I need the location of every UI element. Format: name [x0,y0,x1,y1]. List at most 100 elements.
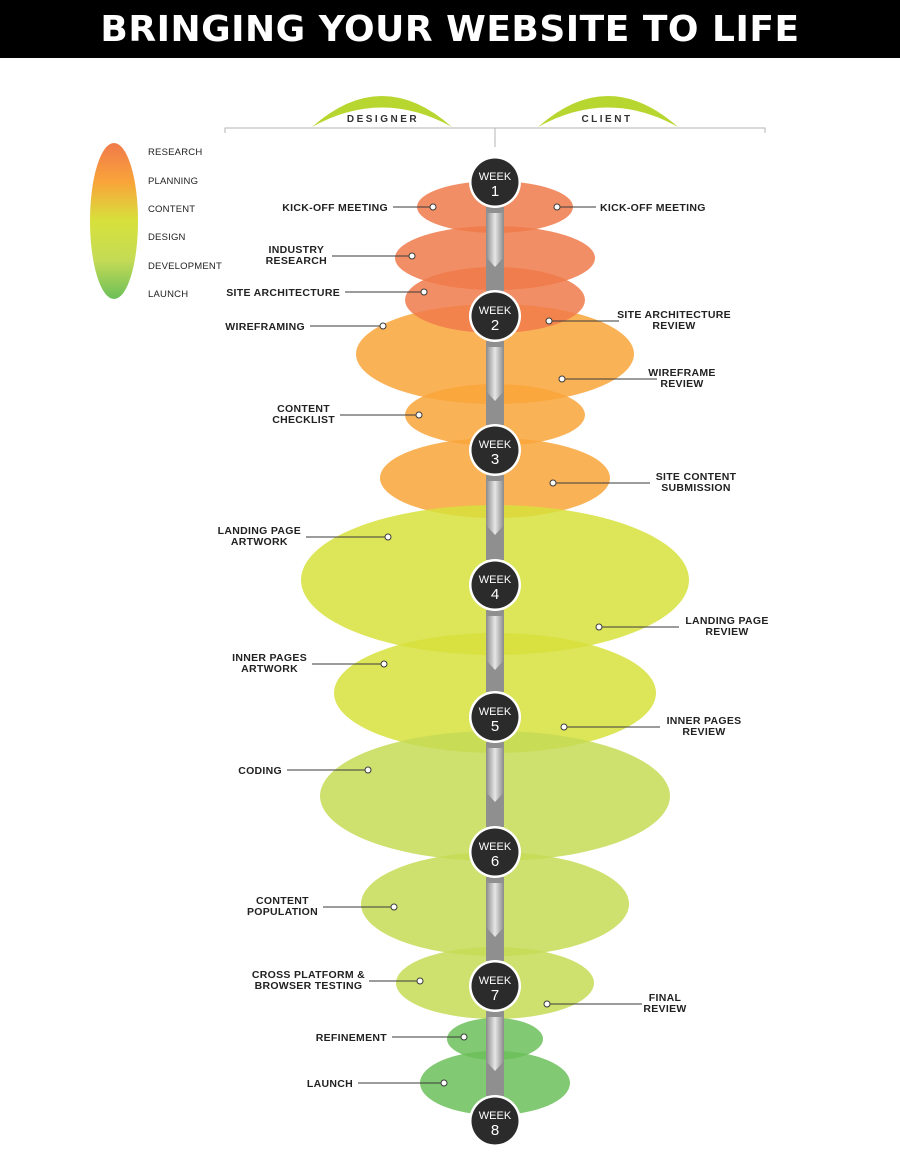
task-label-line: SUBMISSION [661,482,731,494]
leader-dot [429,203,437,211]
week-number: 2 [491,317,499,334]
week-number: 8 [491,1122,499,1139]
week-number: 6 [491,853,499,870]
task-label-line: WIREFRAME [648,367,715,379]
week-circle [471,693,519,741]
task-label-line: REFINEMENT [316,1032,388,1044]
designer-task-refinement: REFINEMENT [316,1032,388,1044]
leader-dot [553,203,561,211]
leader-dot [379,322,387,330]
week-word: WEEK [479,1110,512,1122]
week-number: 3 [491,451,499,468]
leader-dot [543,1000,551,1008]
client-task-kick-off-meeting: KICK-OFF MEETING [600,202,705,214]
leader-dot [549,479,557,487]
week-circle [471,561,519,609]
week-number: 1 [491,183,499,200]
timeline-chevron [486,1017,504,1071]
leader-dot [560,723,568,731]
task-label-line: FINAL [649,992,682,1004]
designer-task-launch: LAUNCH [307,1078,353,1090]
task-label-line: CONTENT [256,895,309,907]
timeline-chevron [486,616,504,670]
leader-dot [415,411,423,419]
leader-dot [384,533,392,541]
timeline-chevron [486,213,504,267]
leader-dot [595,623,603,631]
leader-dot [558,375,566,383]
designer-arc [312,96,452,127]
task-label-line: INDUSTRY [268,244,324,256]
task-label-line: BROWSER TESTING [255,980,363,992]
task-label-line: ARTWORK [241,663,298,675]
task-label-line: LAUNCH [307,1078,353,1090]
timeline-chevron [486,748,504,802]
task-label-line: REVIEW [682,726,725,738]
leader-dot [390,903,398,911]
leader-dot [416,977,424,985]
week-number: 5 [491,718,499,735]
timeline-chevron [486,481,504,535]
week-circle [471,962,519,1010]
task-label-line: INNER PAGES [667,715,742,727]
task-label-line: CROSS PLATFORM & [252,969,365,981]
timeline-chevron [486,883,504,937]
designer-task-site-architecture: SITE ARCHITECTURE [226,287,339,299]
leader-dot [545,317,553,325]
week-word: WEEK [479,305,512,317]
week-word: WEEK [479,574,512,586]
task-label-line: REVIEW [643,1003,686,1015]
task-label-line: REVIEW [705,626,748,638]
week-word: WEEK [479,439,512,451]
client-arc [538,96,678,127]
week-number: 7 [491,987,499,1004]
legend-label-development: DEVELOPMENT [148,261,222,272]
legend-label-content: CONTENT [148,204,195,215]
week-word: WEEK [479,841,512,853]
task-label-line: CONTENT [277,403,330,415]
legend-gradient-swatch [90,143,138,299]
legend-label-design: DESIGN [148,232,186,243]
task-label-line: CHECKLIST [272,414,335,426]
page-title: BRINGING YOUR WEBSITE TO LIFE [100,9,800,50]
week-number: 4 [491,586,499,603]
task-label-line: CODING [238,765,282,777]
task-label-line: LANDING PAGE [218,525,301,537]
leader-dot [440,1079,448,1087]
timeline-chevron [486,347,504,401]
header-bar: BRINGING YOUR WEBSITE TO LIFE [0,0,900,58]
designer-task-wireframing: WIREFRAMING [225,321,305,333]
week-circle [471,426,519,474]
leader-dot [364,766,372,774]
legend-label-launch: LAUNCH [148,289,188,300]
task-label-line: REVIEW [660,378,703,390]
task-label-line: WIREFRAMING [225,321,305,333]
legend-label-research: RESEARCH [148,147,202,158]
week-word: WEEK [479,706,512,718]
task-label-line: RESEARCH [266,255,327,267]
client-label: CLIENT [581,114,632,125]
week-circle [471,1097,519,1145]
task-label-line: POPULATION [247,906,318,918]
week-word: WEEK [479,975,512,987]
